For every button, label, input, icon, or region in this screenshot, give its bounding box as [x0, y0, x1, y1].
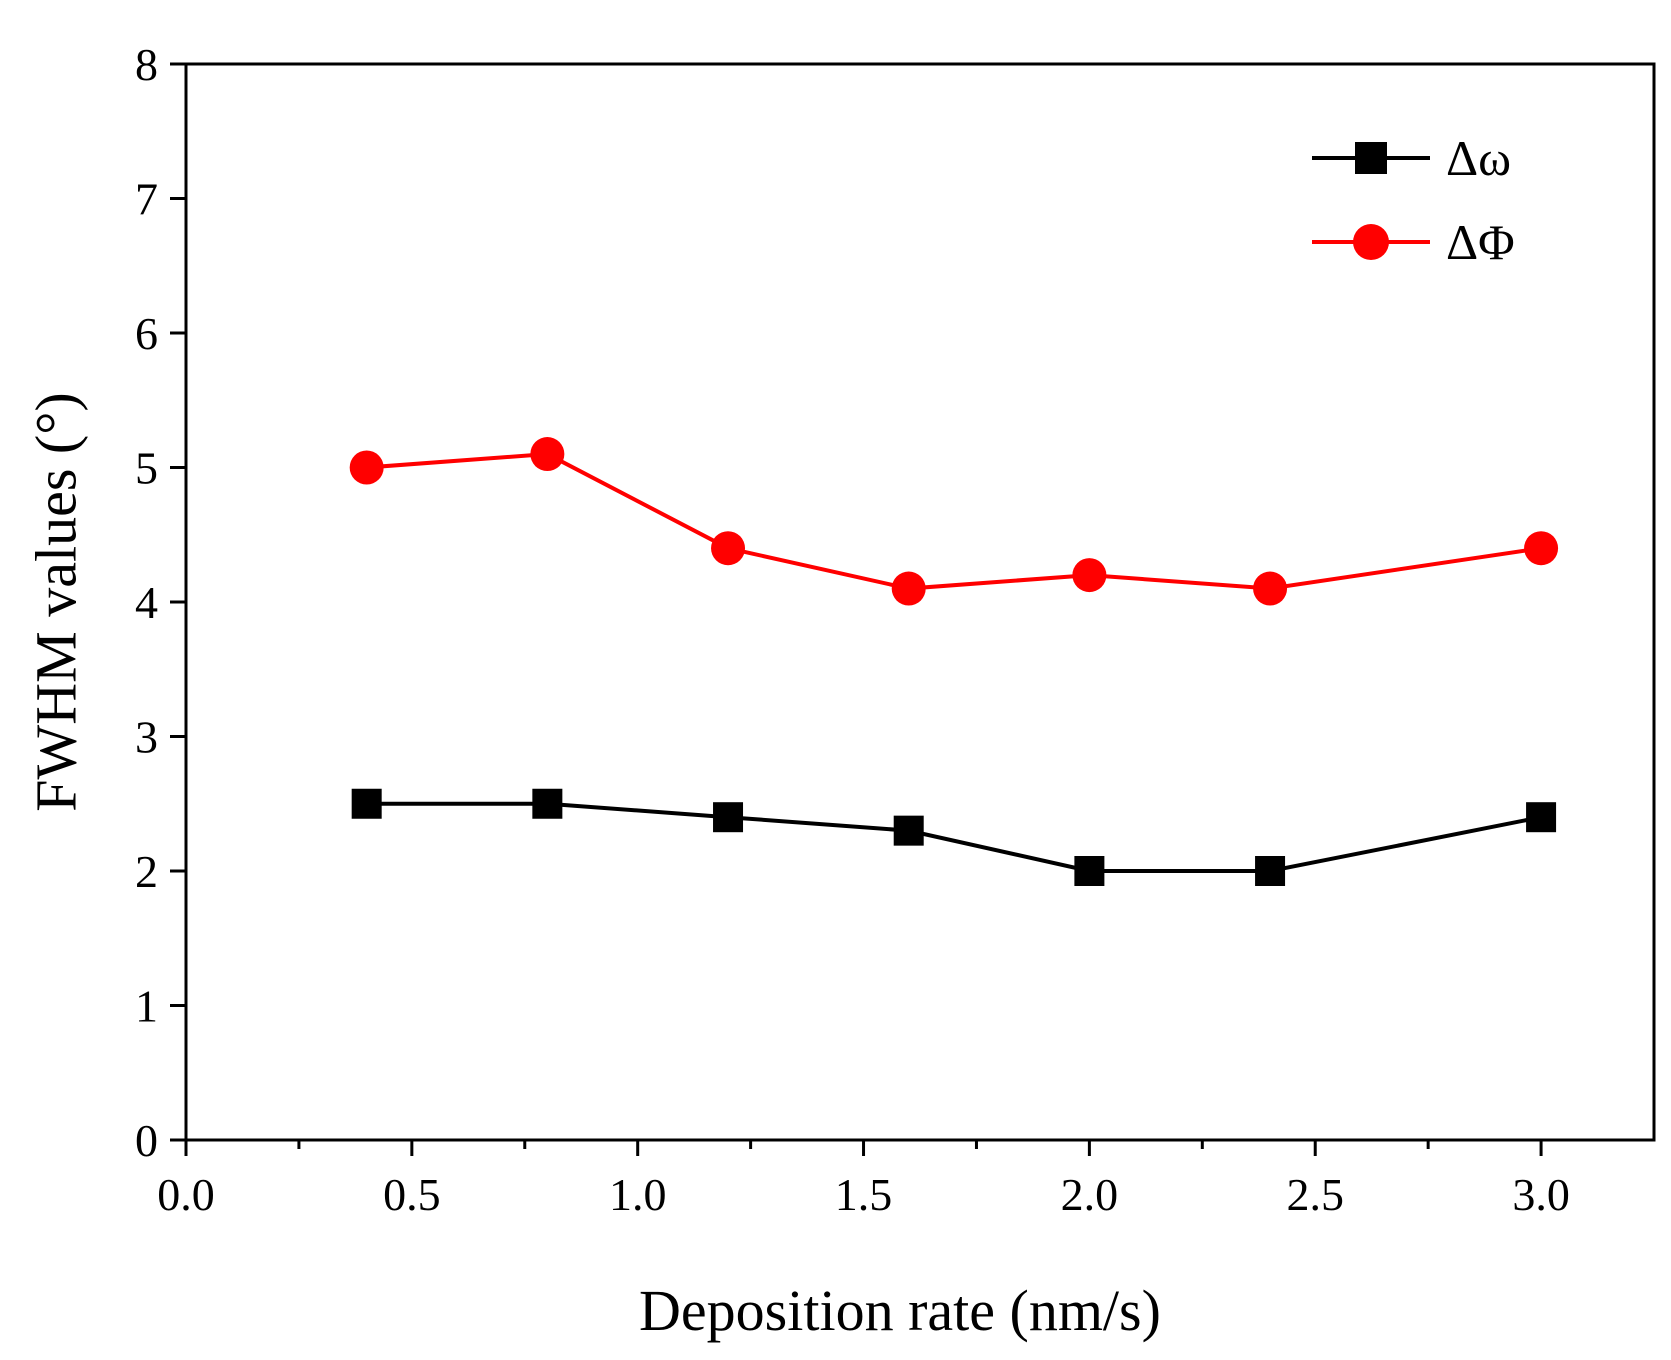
data-point [1074, 856, 1105, 886]
y-axis-title: FWHM values (°) [23, 392, 88, 811]
y-tick-label: 7 [135, 174, 158, 225]
y-tick-label: 3 [135, 712, 158, 763]
data-point [713, 802, 744, 833]
x-tick-label: 1.5 [835, 1169, 893, 1220]
legend-label: Δω [1446, 130, 1511, 186]
data-series [349, 437, 1559, 886]
data-point [530, 437, 565, 472]
data-point [1253, 571, 1288, 606]
data-point [1524, 531, 1559, 566]
legend-marker [1355, 142, 1387, 174]
data-point [891, 571, 926, 606]
series-line [366, 452, 1542, 591]
x-tick-label: 0.0 [157, 1169, 215, 1220]
x-tick-label: 3.0 [1512, 1169, 1570, 1220]
x-axis-title: Deposition rate (nm/s) [639, 1278, 1161, 1343]
y-tick-label: 0 [135, 1115, 158, 1166]
data-point [351, 788, 382, 819]
x-tick-label: 0.5 [383, 1169, 441, 1220]
series-delta-omega [351, 788, 1557, 886]
data-point [1526, 802, 1557, 833]
data-point [711, 531, 746, 566]
y-tick-label: 4 [135, 577, 158, 628]
data-point [893, 815, 924, 846]
series-delta-phi [349, 437, 1559, 606]
y-tick-label: 2 [135, 846, 158, 897]
x-tick-label: 2.5 [1286, 1169, 1344, 1220]
legend-label: ΔΦ [1446, 214, 1515, 270]
plot-frame [184, 62, 1656, 1142]
data-point [532, 788, 563, 819]
axes [184, 62, 1656, 1142]
y-tick-label: 1 [135, 981, 158, 1032]
x-tick-label: 1.0 [609, 1169, 667, 1220]
x-tick-label: 2.0 [1061, 1169, 1119, 1220]
legend-item: Δω [1312, 130, 1511, 186]
axis-ticks: 0 1 2 3 4 5 6 7 8 0.0 0.5 1.0 1.5 2.0 2.5 3.0 [135, 39, 1570, 1220]
y-tick-label: 6 [135, 308, 158, 359]
data-point [1072, 558, 1107, 593]
legend-marker [1353, 224, 1389, 260]
y-tick-label: 5 [135, 443, 158, 494]
legend-item: ΔΦ [1312, 214, 1515, 270]
y-tick-label: 8 [135, 39, 158, 90]
legend: Δω ΔΦ [1312, 130, 1515, 270]
data-point [349, 450, 384, 485]
data-point [1255, 856, 1286, 886]
